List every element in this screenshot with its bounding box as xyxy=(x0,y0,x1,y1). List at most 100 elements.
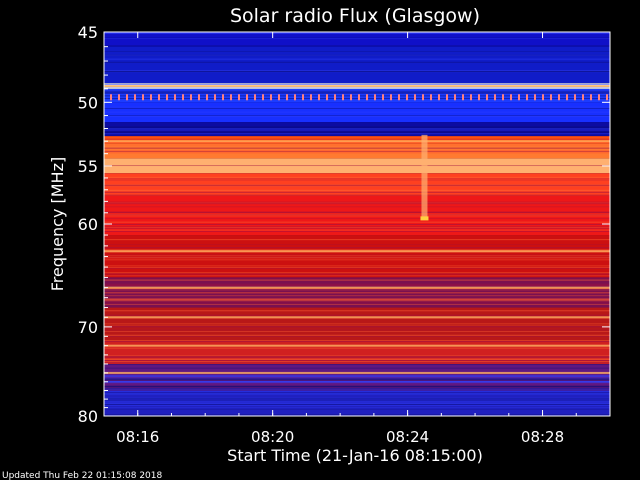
spectrum-noise-line xyxy=(104,239,610,241)
interference-mark xyxy=(286,94,288,101)
spectrum-noise-line xyxy=(104,399,610,401)
interference-mark xyxy=(486,94,488,101)
spectrum-noise-line xyxy=(104,397,610,399)
spectrum-noise-line xyxy=(104,298,610,300)
spectrum-noise-line xyxy=(104,83,610,85)
interference-mark xyxy=(350,94,352,101)
spectrum-noise-line xyxy=(104,385,610,387)
spectrum-noise-line xyxy=(104,226,610,228)
spectrum-noise-line xyxy=(104,244,610,246)
spectrum-noise-line xyxy=(104,378,610,380)
spectrum-noise-line xyxy=(104,152,610,154)
spectrum-noise-line xyxy=(104,341,610,343)
spectrum-noise-line xyxy=(104,375,610,377)
spectrum-noise-line xyxy=(104,133,610,135)
spectrum-noise-line xyxy=(104,272,610,274)
spectrum-noise-line xyxy=(104,324,610,326)
spectrum-noise-line xyxy=(104,229,610,231)
spectrum-noise-line xyxy=(104,179,610,181)
x-axis: 08:16 08:20 08:24 08:28 xyxy=(103,32,611,446)
spectrum-noise-line xyxy=(104,295,610,297)
bright-emission-line xyxy=(104,371,610,374)
interference-mark xyxy=(174,94,176,101)
spectrum-noise-line xyxy=(104,190,610,192)
bright-emission-line xyxy=(104,286,610,289)
interference-mark xyxy=(590,94,592,101)
interference-mark xyxy=(158,94,160,101)
spectrum-band xyxy=(104,32,610,47)
x-tick-label: 08:24 xyxy=(386,428,429,446)
spectrum-noise-line xyxy=(104,358,610,360)
spectrum-noise-line xyxy=(104,165,610,167)
spectrum-noise-line xyxy=(104,214,610,216)
spectrum-noise-line xyxy=(104,98,610,100)
interference-mark xyxy=(382,94,384,101)
interference-mark xyxy=(566,94,568,101)
spectrum-noise-line xyxy=(104,150,610,152)
spectrum-noise-line xyxy=(104,189,610,191)
spectrum-noise-line xyxy=(104,407,610,409)
spectrum-noise-line xyxy=(104,310,610,312)
spectrum-noise-line xyxy=(104,92,610,94)
spectrogram-plot-area xyxy=(104,32,610,416)
spectrum-noise-line xyxy=(104,398,610,400)
bright-emission-line xyxy=(104,85,610,88)
spectrum-noise-line xyxy=(104,379,610,381)
spectrum-noise-line xyxy=(104,184,610,186)
interference-mark xyxy=(294,94,296,101)
spectrum-noise-line xyxy=(104,300,610,302)
spectrum-noise-line xyxy=(104,408,610,410)
spectrum-noise-line xyxy=(104,328,610,330)
interference-mark xyxy=(414,94,416,101)
spectrum-noise-line xyxy=(104,206,610,208)
interference-mark xyxy=(206,94,208,101)
spectrum-noise-line xyxy=(104,202,610,204)
spectrum-noise-line xyxy=(104,54,610,56)
spectrum-noise-line xyxy=(104,292,610,294)
spectrum-noise-line xyxy=(104,388,610,390)
spectrum-noise-line xyxy=(104,355,610,357)
x-tick-label: 08:20 xyxy=(251,428,294,446)
update-timestamp: Updated Thu Feb 22 01:15:08 2018 xyxy=(2,471,163,480)
interference-mark xyxy=(318,94,320,101)
interference-mark xyxy=(334,94,336,101)
spectrum-noise-line xyxy=(104,374,610,376)
spectrum-noise-line xyxy=(104,90,610,92)
spectrum-noise-line xyxy=(104,144,610,146)
spectrogram-texture xyxy=(104,32,610,416)
spectrum-noise-line xyxy=(104,86,610,88)
spectrum-noise-line xyxy=(104,381,610,383)
spectrum-noise-line xyxy=(104,256,610,258)
spectrum-noise-line xyxy=(104,95,610,97)
spectrum-noise-line xyxy=(104,392,610,394)
spectrum-noise-line xyxy=(104,254,610,256)
spectrum-noise-line xyxy=(104,302,610,304)
spectrum-noise-line xyxy=(104,215,610,217)
y-tick-label: 50 xyxy=(78,93,98,112)
spectrum-noise-line xyxy=(104,152,610,154)
interference-mark xyxy=(190,94,192,101)
spectrum-noise-line xyxy=(104,314,610,316)
spectrum-noise-line xyxy=(104,393,610,395)
spectrum-noise-line xyxy=(104,330,610,332)
interference-mark xyxy=(166,94,168,101)
spectrum-noise-line xyxy=(104,32,610,34)
interference-mark xyxy=(438,94,440,101)
spectrum-noise-line xyxy=(104,301,610,303)
spectrum-band xyxy=(104,46,610,84)
spectrum-noise-line xyxy=(104,50,610,52)
interference-mark xyxy=(230,94,232,101)
interference-mark xyxy=(454,94,456,101)
burst-peak xyxy=(420,216,429,221)
spectrum-noise-line xyxy=(104,111,610,113)
spectrum-noise-line xyxy=(104,378,610,380)
spectrum-noise-line xyxy=(104,231,610,233)
spectrum-noise-line xyxy=(104,267,610,269)
spectrum-noise-line xyxy=(104,283,610,285)
spectrum-noise-line xyxy=(104,223,610,225)
spectrum-noise-line xyxy=(104,184,610,186)
spectrum-noise-line xyxy=(104,274,610,276)
interference-mark xyxy=(134,94,136,101)
spectrum-noise-line xyxy=(104,388,610,390)
x-tick-label: 08:16 xyxy=(116,428,159,446)
